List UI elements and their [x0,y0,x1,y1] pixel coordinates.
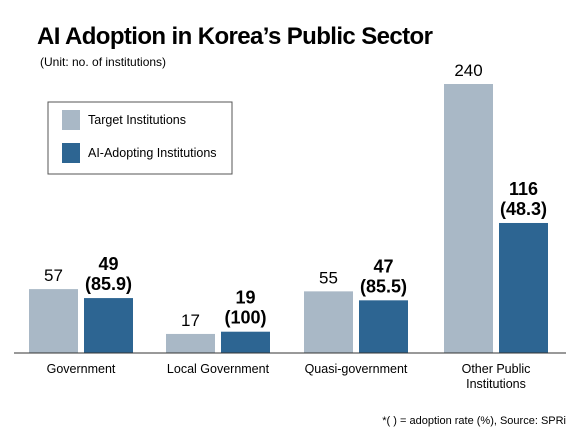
data-label-target-3-0: 240 [454,61,482,80]
category-label-1-0: Local Government [167,362,270,376]
data-label-target-2-0: 55 [319,268,338,287]
data-label-ai-3-1: (48.3) [500,199,547,219]
data-label-ai-0-1: (85.9) [85,274,132,294]
legend-swatch-target [62,110,80,130]
bar-ai-0 [84,298,133,353]
bar-ai-2 [359,300,408,353]
data-label-ai-2-0: 47 [373,256,393,276]
data-label-ai-2-1: (85.5) [360,276,407,296]
category-label-3-1: Institutions [466,377,526,391]
category-label-0-0: Government [47,362,116,376]
footnote: *( ) = adoption rate (%), Source: SPRi [382,415,566,427]
legend-swatch-ai [62,143,80,163]
legend-label-target: Target Institutions [88,113,186,127]
bar-target-3 [444,84,493,353]
bar-target-2 [304,291,353,353]
bar-target-0 [29,289,78,353]
bar-ai-1 [221,331,270,353]
data-label-target-0-0: 57 [44,266,63,285]
bar-target-1 [166,333,215,353]
data-label-ai-0-0: 49 [98,254,118,274]
data-label-target-1-0: 17 [181,311,200,330]
bar-ai-3 [499,222,548,353]
labels-layer: 57 49(85.9) Government 17 19(100) Local Gover… [44,61,547,391]
data-label-ai-1-0: 19 [235,288,255,308]
category-label-2-0: Quasi-government [305,362,408,376]
legend: Target Institutions AI-Adopting Institut… [47,101,233,175]
category-label-3-0: Other Public [462,362,531,376]
data-label-ai-1-1: (100) [224,308,266,328]
unit-note: (Unit: no. of institutions) [40,55,166,69]
legend-label-ai: AI-Adopting Institutions [88,146,217,160]
data-label-ai-3-0: 116 [509,179,538,199]
bars-layer [29,84,548,353]
chart-title: AI Adoption in Korea’s Public Sector [37,23,433,50]
